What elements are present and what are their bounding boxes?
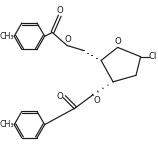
Text: CH₃: CH₃ xyxy=(0,120,14,129)
Text: Cl: Cl xyxy=(149,52,157,61)
Text: O: O xyxy=(94,96,100,105)
Text: O: O xyxy=(57,6,63,15)
Text: O: O xyxy=(64,35,71,44)
Text: O: O xyxy=(114,37,121,46)
Text: O: O xyxy=(56,92,63,101)
Text: CH₃: CH₃ xyxy=(0,32,14,41)
